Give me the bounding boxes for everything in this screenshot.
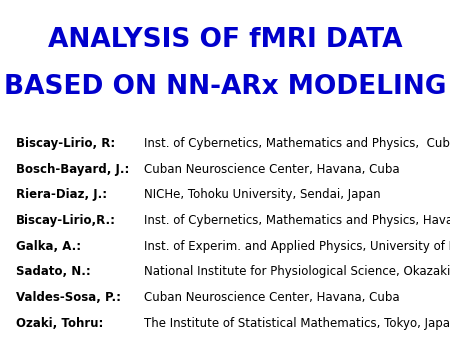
Text: Cuban Neuroscience Center, Havana, Cuba: Cuban Neuroscience Center, Havana, Cuba (144, 291, 400, 304)
Text: Inst. of Cybernetics, Mathematics and Physics, Havana, Cuba: Inst. of Cybernetics, Mathematics and Ph… (144, 214, 450, 227)
Text: Bosch-Bayard, J.:: Bosch-Bayard, J.: (16, 163, 129, 175)
Text: BASED ON NN-ARx MODELING: BASED ON NN-ARx MODELING (4, 74, 446, 100)
Text: Inst. of Cybernetics, Mathematics and Physics,  Cuba: Inst. of Cybernetics, Mathematics and Ph… (144, 137, 450, 150)
Text: Biscay-Lirio,R.:: Biscay-Lirio,R.: (16, 214, 116, 227)
Text: Riera-Diaz, J.:: Riera-Diaz, J.: (16, 188, 107, 201)
Text: Sadato, N.:: Sadato, N.: (16, 265, 90, 278)
Text: Biscay-Lirio, R:: Biscay-Lirio, R: (16, 137, 115, 150)
Text: Galka, A.:: Galka, A.: (16, 240, 81, 252)
Text: Inst. of Experim. and Applied Physics, University of Kiel, Germany: Inst. of Experim. and Applied Physics, U… (144, 240, 450, 252)
Text: Cuban Neuroscience Center, Havana, Cuba: Cuban Neuroscience Center, Havana, Cuba (144, 163, 400, 175)
Text: ANALYSIS OF fMRI DATA: ANALYSIS OF fMRI DATA (48, 27, 402, 53)
Text: The Institute of Statistical Mathematics, Tokyo, Japan: The Institute of Statistical Mathematics… (144, 317, 450, 330)
Text: NICHe, Tohoku University, Sendai, Japan: NICHe, Tohoku University, Sendai, Japan (144, 188, 381, 201)
Text: Valdes-Sosa, P.:: Valdes-Sosa, P.: (16, 291, 121, 304)
Text: Ozaki, Tohru:: Ozaki, Tohru: (16, 317, 103, 330)
Text: National Institute for Physiological Science, Okazaki, Japan: National Institute for Physiological Sci… (144, 265, 450, 278)
